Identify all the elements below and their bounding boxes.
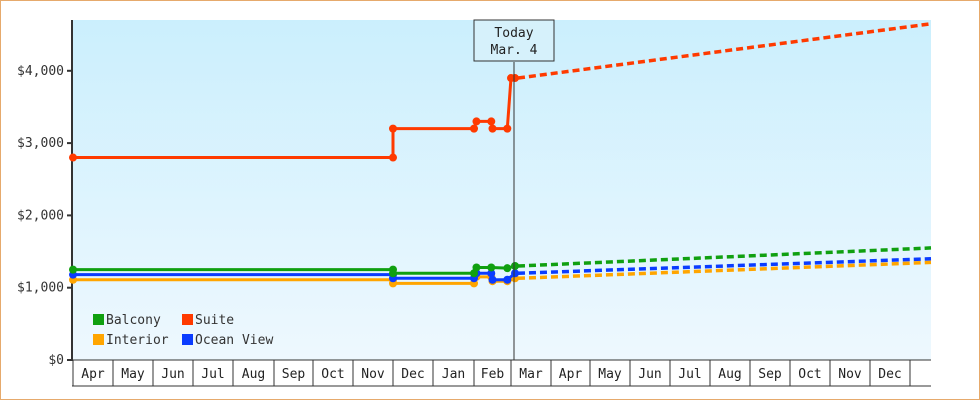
y-axis: $0 $1,000 $2,000 $3,000 $4,000 — [17, 20, 73, 368]
data-point — [389, 153, 397, 162]
projection-line-ocean-view — [517, 257, 932, 275]
data-point — [511, 262, 519, 271]
data-point — [487, 117, 496, 126]
x-tick-label: Jun — [161, 367, 184, 382]
data-point — [488, 275, 497, 284]
data-point — [488, 124, 497, 133]
legend-label: Balcony — [106, 313, 161, 328]
y-tick-label: $2,000 — [17, 208, 64, 223]
data-point — [69, 265, 77, 274]
data-point — [503, 264, 512, 273]
projection-line-balcony — [517, 246, 932, 268]
x-tick-label: May — [598, 367, 622, 382]
legend-label: Ocean View — [195, 333, 273, 348]
x-tick-label: Mar — [519, 367, 543, 382]
data-point — [503, 275, 512, 284]
y-tick-label: $1,000 — [17, 281, 64, 296]
x-tick-label: Oct — [321, 367, 344, 382]
x-tick-label: Jun — [638, 367, 661, 382]
data-point — [472, 263, 481, 272]
data-point — [470, 124, 478, 133]
x-tick-label: Jul — [201, 367, 224, 382]
y-tick-label: $4,000 — [17, 64, 64, 79]
legend-swatch-balcony — [93, 314, 104, 325]
projection-line-suite — [517, 22, 932, 80]
today-label: Today — [494, 26, 533, 41]
x-axis: Apr May Jun Jul Aug Sep Oct Nov Dec Jan Feb Mar Apr M… — [72, 359, 931, 387]
x-tick-label: Jan — [442, 367, 465, 382]
x-tick-label: Dec — [878, 367, 901, 382]
x-tick-label: Feb — [481, 367, 505, 382]
data-point — [69, 153, 77, 162]
plot-area — [72, 20, 931, 360]
legend: Balcony Suite Interior Ocean View — [93, 313, 273, 348]
today-annotation-box — [473, 19, 555, 62]
x-tick-label: Sep — [758, 367, 782, 382]
x-tick-label: Jul — [678, 367, 701, 382]
projection-line-interior — [517, 260, 932, 281]
x-tick-label: Apr — [559, 367, 583, 382]
x-tick-label: Nov — [838, 367, 862, 382]
data-point — [487, 263, 496, 272]
today-marker: Today Mar. 4 — [473, 19, 555, 360]
x-tick-label: Aug — [242, 367, 265, 382]
legend-swatch-interior — [93, 334, 104, 345]
data-point — [503, 124, 512, 133]
today-date: Mar. 4 — [491, 43, 538, 58]
data-point — [389, 269, 397, 278]
x-tick-label: Sep — [282, 367, 306, 382]
x-tick-label: Aug — [718, 367, 741, 382]
x-tick-label: Apr — [81, 367, 105, 382]
x-tick-label: Oct — [798, 367, 821, 382]
data-point — [472, 117, 481, 126]
x-tick-label: Nov — [361, 367, 385, 382]
y-tick-label: $0 — [48, 353, 64, 368]
x-tick-label: Dec — [401, 367, 424, 382]
data-point — [389, 124, 397, 133]
x-tick-label: May — [121, 367, 145, 382]
legend-label: Interior — [106, 333, 169, 348]
legend-label: Suite — [195, 313, 234, 328]
legend-swatch-ocean-view — [182, 334, 193, 345]
y-tick-label: $3,000 — [17, 136, 64, 151]
series-lines — [69, 22, 932, 288]
data-point — [487, 269, 496, 278]
series-line-suite — [73, 76, 515, 160]
data-point — [511, 269, 519, 278]
data-point — [511, 74, 519, 83]
legend-swatch-suite — [182, 314, 193, 325]
